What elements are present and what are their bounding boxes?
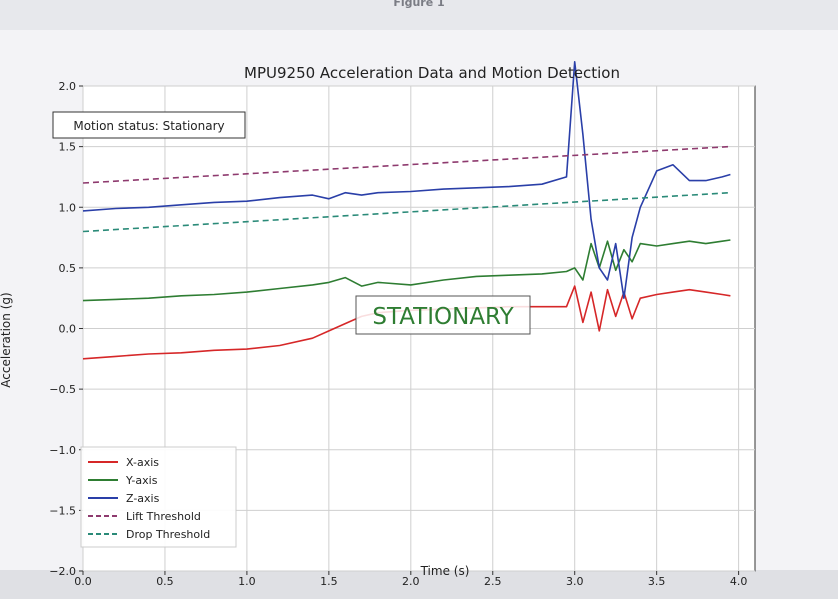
y-tick-label: 0.5 xyxy=(59,262,77,275)
legend: X-axis Y-axis Z-axis Lift Threshold Drop Thr… xyxy=(80,446,237,548)
legend-y-axis-label: Y-axis xyxy=(125,474,158,487)
x-tick-label: 3.0 xyxy=(566,575,584,588)
x-tick-label: 0.0 xyxy=(74,575,92,588)
y-tick-label: 1.5 xyxy=(59,141,77,154)
window-bottom-strip xyxy=(0,570,838,599)
x-tick-label: 1.0 xyxy=(238,575,256,588)
stationary-label: STATIONARY xyxy=(355,295,531,335)
chart-title: MPU9250 Acceleration Data and Motion Det… xyxy=(244,64,620,82)
y-tick-label: −0.5 xyxy=(49,383,76,396)
legend-lift-threshold-label: Lift Threshold xyxy=(126,510,201,523)
drop-threshold-line xyxy=(82,191,731,233)
y-tick-label: −2.0 xyxy=(49,565,76,578)
legend-x-axis-label: X-axis xyxy=(126,456,159,469)
z-axis-series-line xyxy=(82,60,731,300)
y-tick-label: −1.0 xyxy=(49,444,76,457)
y-tick-label: 1.0 xyxy=(59,201,77,214)
stationary-text: STATIONARY xyxy=(372,304,514,330)
legend-z-axis-label: Z-axis xyxy=(126,492,160,505)
tick-labels: 0.0 0.5 1.0 1.5 2.0 2.5 3.0 3.5 4.0 −2.0 −1.5 −1.0 −… xyxy=(49,80,747,588)
y-tick-label: 2.0 xyxy=(59,80,77,93)
series-layer xyxy=(82,60,731,360)
y-tick-label: 0.0 xyxy=(59,323,77,336)
x-tick-label: 2.0 xyxy=(402,575,420,588)
y-tick-label: −1.5 xyxy=(49,504,76,517)
window-title: Figure 1 xyxy=(393,0,445,9)
status-text: Motion status: Stationary xyxy=(73,119,224,133)
x-axis-label: Time (s) xyxy=(420,564,470,578)
status-box: Motion status: Stationary xyxy=(52,111,246,139)
x-tick-label: 2.5 xyxy=(484,575,502,588)
x-tick-label: 1.5 xyxy=(320,575,338,588)
lift-threshold-line xyxy=(82,145,731,184)
x-tick-label: 4.0 xyxy=(730,575,748,588)
x-tick-label: 3.5 xyxy=(648,575,666,588)
legend-drop-threshold-label: Drop Threshold xyxy=(126,528,210,541)
y-axis-label: Acceleration (g) xyxy=(0,292,13,387)
y-axis-series-line xyxy=(82,239,731,302)
x-axis-series-line xyxy=(82,285,731,360)
x-tick-label: 0.5 xyxy=(156,575,174,588)
